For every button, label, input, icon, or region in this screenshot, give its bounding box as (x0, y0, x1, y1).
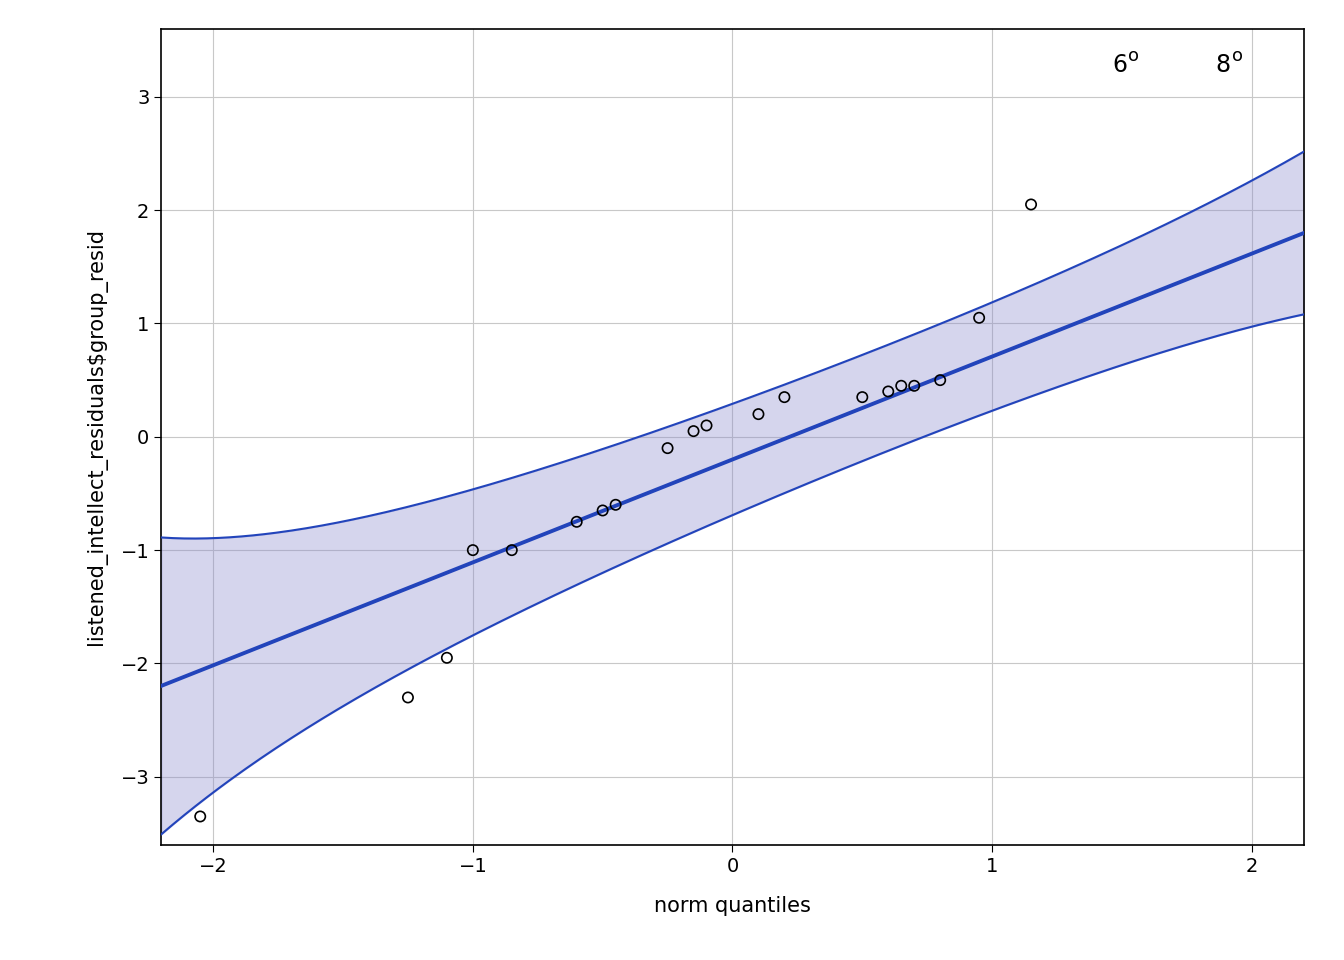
X-axis label: norm quantiles: norm quantiles (655, 897, 810, 917)
Text: o: o (1129, 47, 1140, 65)
Point (930, 372, 952, 388)
Point (501, 542, 523, 558)
Point (969, 310, 991, 325)
Point (852, 390, 874, 405)
Point (903, 378, 925, 394)
Text: 8: 8 (1216, 53, 1231, 77)
Point (657, 441, 679, 456)
Point (190, 808, 211, 824)
Point (683, 423, 704, 439)
Point (566, 515, 587, 530)
Text: o: o (1232, 47, 1243, 65)
Point (1020, 197, 1042, 212)
Point (591, 503, 613, 518)
Point (435, 650, 457, 665)
Point (774, 390, 796, 405)
Point (891, 378, 913, 394)
Point (462, 542, 484, 558)
Point (696, 418, 718, 433)
Y-axis label: listened_intellect_residuals$group_resid: listened_intellect_residuals$group_resid (86, 228, 106, 645)
Point (747, 406, 769, 421)
Point (878, 384, 899, 399)
Text: 6: 6 (1111, 53, 1128, 77)
Point (398, 690, 419, 706)
Point (605, 497, 626, 513)
